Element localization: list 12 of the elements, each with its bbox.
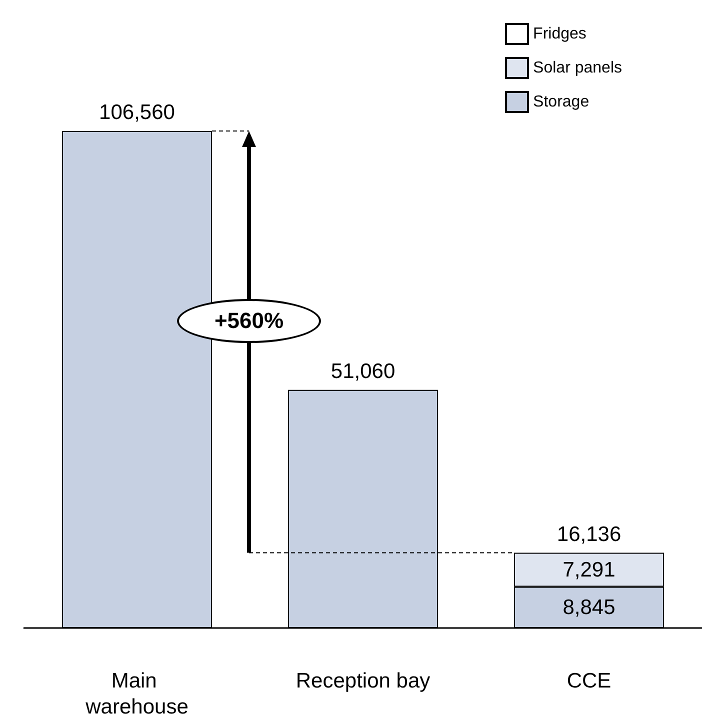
x-tick-label: Main warehouse — [84, 670, 188, 718]
data-label: 8,845 — [562, 596, 616, 619]
x-tick-label: Reception bay — [296, 670, 431, 692]
x-tick-label: CCE — [566, 670, 612, 692]
label-ellipse: +560% — [177, 298, 321, 343]
data-label: 7,291 — [562, 558, 616, 582]
total-label: 51,060 — [330, 360, 396, 383]
legend-label: Fridges — [533, 26, 586, 42]
total-label: 16,136 — [556, 522, 622, 546]
total-label: 106,560 — [99, 101, 175, 124]
legend-label: Solar panels — [533, 60, 622, 76]
legend-label: Storage — [533, 94, 590, 110]
